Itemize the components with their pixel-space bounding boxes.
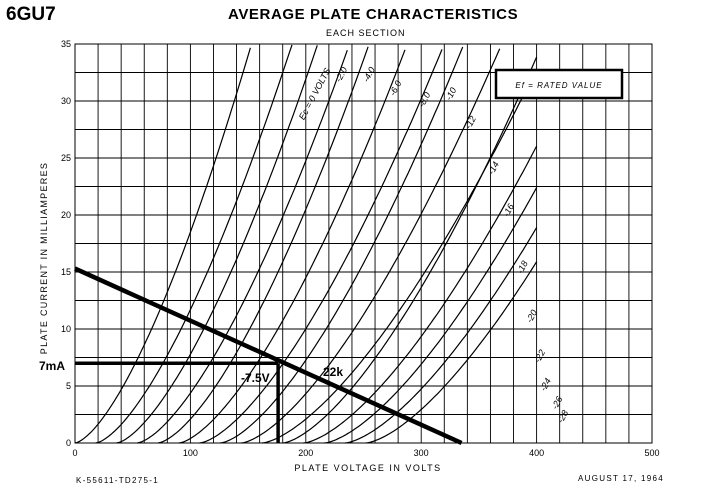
curve-label: -2.0 bbox=[333, 65, 349, 83]
plate-curve bbox=[137, 49, 348, 444]
tube-type-label: 6GU7 bbox=[6, 4, 56, 25]
plate-curve bbox=[241, 48, 501, 444]
y-tick-label: 10 bbox=[61, 324, 71, 334]
plate-curve bbox=[365, 261, 538, 444]
y-tick-label: 35 bbox=[61, 39, 71, 49]
x-tick-label: 300 bbox=[414, 448, 429, 458]
load-line-label: 22k bbox=[323, 365, 343, 379]
load-line bbox=[74, 266, 463, 446]
load-line-group bbox=[74, 266, 463, 446]
plate-curve bbox=[178, 49, 406, 444]
plate-curve bbox=[157, 46, 369, 444]
ef-note-text: Ef = RATED VALUE bbox=[515, 81, 602, 90]
x-tick-label: 100 bbox=[183, 448, 198, 458]
y-tick-label: 5 bbox=[66, 381, 71, 391]
y-tick-label: 30 bbox=[61, 96, 71, 106]
x-axis-label: PLATE VOLTAGE IN VOLTS bbox=[294, 463, 441, 473]
y-tick-label: 0 bbox=[66, 438, 71, 448]
curve-label: -24 bbox=[538, 376, 553, 392]
plate-curve bbox=[303, 145, 538, 444]
plate-curve bbox=[344, 227, 538, 444]
operating-grid-label: -7.5V bbox=[241, 371, 270, 385]
curve-label: -4.0 bbox=[361, 65, 377, 83]
curve-label: -12 bbox=[463, 114, 478, 130]
curve-label: -22 bbox=[532, 348, 547, 364]
operating-current-label: 7mA bbox=[39, 359, 65, 373]
x-tick-label: 0 bbox=[72, 448, 77, 458]
drawing-number: K-55611-TD275-1 bbox=[76, 476, 159, 485]
axis-ticks: 0 100 200 300 400 500 0 5 10 15 20 25 30 35 bbox=[61, 39, 660, 458]
plate-curves bbox=[74, 44, 538, 444]
y-tick-label: 20 bbox=[61, 210, 71, 220]
plate-curve bbox=[261, 68, 538, 444]
chart-subtitle: EACH SECTION bbox=[326, 28, 406, 38]
plate-curve bbox=[324, 187, 538, 444]
y-tick-label: 25 bbox=[61, 153, 71, 163]
plate-curve bbox=[220, 46, 464, 444]
chart-title: AVERAGE PLATE CHARACTERISTICS bbox=[228, 6, 519, 23]
plate-curve bbox=[74, 47, 251, 444]
curve-label: -26 bbox=[550, 395, 565, 411]
x-tick-label: 200 bbox=[298, 448, 313, 458]
curve-label: -8.0 bbox=[416, 90, 432, 108]
x-tick-label: 500 bbox=[644, 448, 659, 458]
plot-frame bbox=[74, 43, 653, 444]
plate-curve bbox=[282, 56, 538, 444]
curve-label: -6.0 bbox=[387, 79, 403, 97]
drawing-date: AUGUST 17, 1964 bbox=[578, 474, 665, 483]
curve-label: Ec = 0 VOLTS bbox=[297, 66, 333, 121]
curve-label: -18 bbox=[515, 259, 530, 275]
plate-curve bbox=[199, 49, 443, 444]
plate-curve bbox=[95, 44, 293, 444]
y-tick-label: 15 bbox=[61, 267, 71, 277]
x-tick-label: 400 bbox=[529, 448, 544, 458]
ef-note-box: Ef = RATED VALUE bbox=[494, 68, 624, 100]
grid-lines bbox=[74, 43, 653, 444]
y-axis-label: PLATE CURRENT IN MILLIAMPERES bbox=[39, 162, 49, 354]
plate-curve bbox=[116, 45, 318, 444]
